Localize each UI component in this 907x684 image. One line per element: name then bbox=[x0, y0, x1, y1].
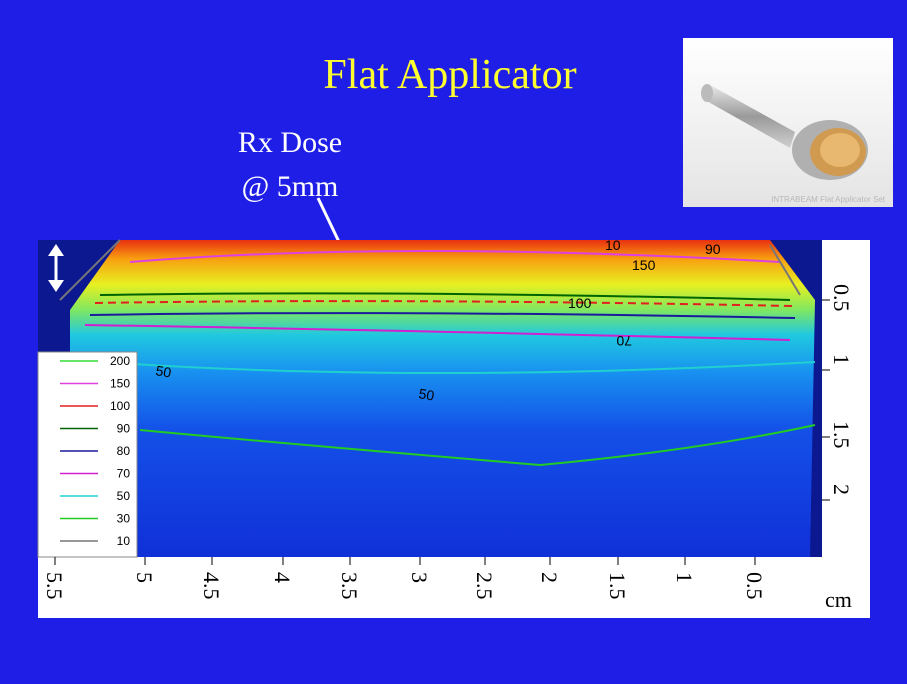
x-tick-label: 1.5 bbox=[605, 572, 630, 600]
legend-label: 70 bbox=[117, 467, 131, 481]
double-arrow bbox=[48, 244, 64, 292]
y-tick-label: 2 bbox=[829, 484, 854, 495]
annotation: Rx Dose bbox=[238, 126, 342, 159]
x-tick-label: 5 bbox=[132, 572, 157, 583]
x-tick-label: 4.5 bbox=[199, 572, 224, 600]
title: Flat Applicator bbox=[323, 52, 576, 98]
contour-label: 100 bbox=[568, 295, 592, 311]
y-tick-label: 1.5 bbox=[829, 421, 854, 449]
x-tick-label: 3 bbox=[407, 572, 432, 583]
product-photo bbox=[683, 38, 893, 207]
legend-label: 200 bbox=[110, 354, 130, 368]
applicator-drawing bbox=[701, 84, 868, 180]
x-tick-label: 2.5 bbox=[472, 572, 497, 600]
contour-label: 50 bbox=[154, 362, 172, 380]
x-tick-label: 5.5 bbox=[42, 572, 67, 600]
x-tick-label: 1 bbox=[672, 572, 697, 583]
legend-label: 30 bbox=[117, 512, 131, 526]
y-tick-label: 0.5 bbox=[829, 284, 854, 312]
legend-label: 100 bbox=[110, 399, 130, 413]
legend bbox=[37, 351, 138, 558]
x-tick-label: 4 bbox=[270, 572, 295, 583]
contour-label: 70 bbox=[616, 333, 632, 349]
x-tick-label: 3.5 bbox=[337, 572, 362, 600]
x-tick-label: 0.5 bbox=[742, 572, 767, 600]
legend-label: 90 bbox=[117, 422, 131, 436]
legend-label: 150 bbox=[110, 377, 130, 391]
contour-label: 90 bbox=[705, 241, 721, 257]
annotation: @ 5mm bbox=[242, 170, 339, 203]
legend-label: 50 bbox=[117, 489, 131, 503]
contour-label: 10 bbox=[605, 237, 621, 253]
y-tick-label: 1 bbox=[829, 354, 854, 365]
contour-label: 50 bbox=[417, 385, 435, 403]
legend-label: 10 bbox=[117, 534, 131, 548]
photo-caption: INTRABEAM Flat Applicator Set bbox=[771, 195, 886, 204]
contour-label: 150 bbox=[632, 257, 656, 273]
x-unit: cm bbox=[825, 587, 852, 612]
dose-map bbox=[70, 240, 815, 557]
x-tick-label: 2 bbox=[537, 572, 562, 583]
contours bbox=[59, 239, 816, 467]
legend-label: 80 bbox=[117, 444, 131, 458]
